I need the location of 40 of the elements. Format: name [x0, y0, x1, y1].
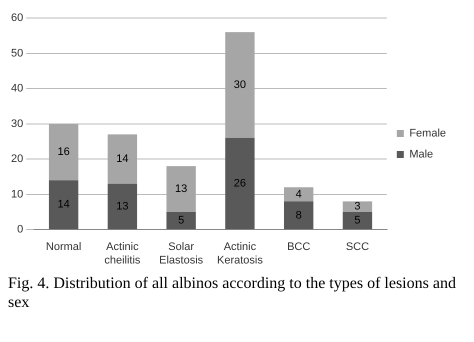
- y-tick-label: 0: [17, 224, 24, 236]
- bar: [48, 124, 78, 180]
- bar: [342, 212, 372, 230]
- x-tick-label: Actinic Keratosis: [216, 241, 264, 266]
- data-label: 26: [234, 178, 246, 190]
- data-label: 30: [234, 79, 246, 92]
- bar: [284, 187, 314, 202]
- data-label: 4: [296, 188, 302, 200]
- data-label: 5: [178, 214, 184, 227]
- data-label: 13: [116, 200, 129, 212]
- x-tick-label: BCC: [287, 241, 310, 254]
- data-label: 3: [354, 200, 360, 213]
- caption: Fig. 4. Distribution of all albinos according to the types of lesions and sex: [8, 274, 457, 312]
- y-tick-label: 20: [10, 153, 24, 166]
- bar: [342, 201, 372, 212]
- bar: [108, 184, 138, 230]
- x-tick-label: Normal: [46, 241, 82, 254]
- data-label: 14: [57, 198, 70, 211]
- bar: [284, 201, 314, 230]
- data-label: 13: [175, 183, 188, 196]
- bar: [166, 212, 196, 230]
- y-tick-label: 10: [10, 188, 24, 200]
- bar: [108, 134, 138, 184]
- bar: [166, 166, 196, 212]
- bar: [48, 180, 78, 230]
- y-tick-label: 40: [10, 82, 24, 95]
- data-label: 14: [116, 153, 129, 166]
- data-label: 8: [296, 209, 302, 222]
- x-tick-label: SCC: [346, 241, 370, 254]
- bar: [225, 138, 255, 230]
- legend-label: Female: [409, 128, 446, 140]
- data-label: 5: [354, 214, 360, 227]
- y-tick-label: 60: [10, 12, 24, 24]
- legend-label: Male: [409, 148, 434, 161]
- x-tick-label: Solar Elastosis: [159, 241, 204, 266]
- y-tick-label: 30: [10, 118, 24, 130]
- bar: [225, 32, 255, 138]
- data-label: 16: [57, 146, 70, 158]
- y-tick-label: 50: [10, 47, 24, 60]
- x-tick-label: Actinic cheilitis: [104, 241, 141, 266]
